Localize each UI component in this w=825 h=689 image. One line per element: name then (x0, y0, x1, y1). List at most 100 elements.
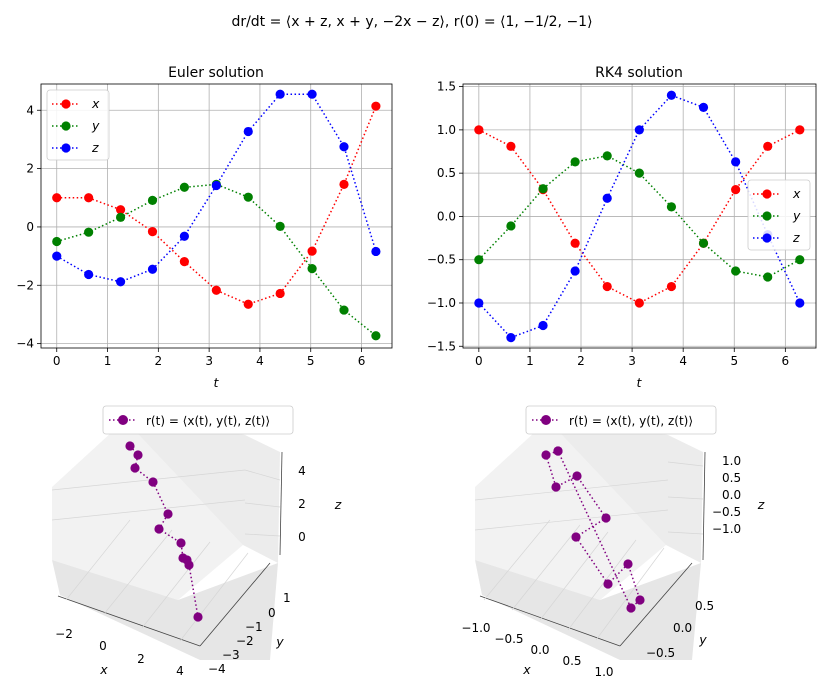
euler-point-x (179, 257, 189, 267)
rk4-3d-panel: −1.0 −0.5 0.0 0.5 1.0 x 0.5 0.0 −0.5 y 1… (461, 405, 765, 679)
euler-y-tick-label: −4 (16, 337, 34, 351)
rk4-point-x (602, 281, 612, 292)
rk4-point-z (570, 266, 580, 276)
euler-3d-y-tick: −3 (222, 648, 240, 662)
rk4-y-tick-label: 0.5 (437, 166, 456, 180)
rk4-point-x (570, 238, 580, 248)
rk4-point-z (602, 193, 612, 203)
rk4-3d-x-tick: 0.5 (562, 654, 581, 668)
euler-3d-y-tick: 1 (283, 591, 291, 605)
euler-point-x (211, 285, 221, 295)
euler-legend-entries: xyz (52, 96, 100, 155)
rk4-x-ticks: 0 1 2 3 4 5 6 (475, 348, 789, 368)
euler-y-tick-label: 4 (26, 103, 34, 117)
euler-x-tick-label: 0 (53, 354, 61, 368)
rk4-3d-curve-point (601, 513, 611, 523)
rk4-point-x (795, 125, 805, 135)
euler-3d-x-ticks: −2 0 2 4 (55, 627, 184, 678)
euler-axes-frame (40, 83, 393, 349)
euler-3d-back-pane (125, 420, 280, 563)
euler-x-label: t (214, 375, 220, 390)
rk4-point-x (763, 141, 773, 151)
rk4-3d-x-label: x (522, 662, 531, 677)
rk4-3d-z-tick: 0.0 (722, 488, 741, 502)
rk4-point-z (731, 157, 741, 167)
rk4-point-z (698, 102, 709, 112)
euler-point-x (371, 101, 381, 111)
rk4-3d-y-tick: 0.5 (695, 599, 714, 613)
euler-3d-gridline (141, 541, 211, 629)
rk4-axes-frame (462, 83, 817, 349)
euler-y-ticks: −4 −2 0 2 4 (16, 103, 41, 351)
rk4-y-tick-label: −1.0 (427, 296, 456, 310)
euler-point-x (243, 299, 253, 309)
euler-3d-legend-box (102, 405, 294, 435)
rk4-3d-x-axis-line (479, 595, 621, 647)
rk4-3d-z-axis-line (702, 451, 706, 561)
euler-3d-y-tick: 0 (268, 606, 276, 620)
rk4-point-x (666, 281, 677, 292)
euler-grid (41, 84, 392, 348)
euler-x-ticks: 0 1 2 3 4 5 6 (53, 348, 365, 368)
euler-point-y (243, 192, 253, 202)
rk4-line-x (478, 129, 801, 304)
euler-x-tick-label: 2 (155, 354, 163, 368)
euler-point-z (243, 126, 253, 137)
rk4-3d-y-label: y (698, 632, 707, 647)
rk4-3d-floor-pane (475, 560, 701, 660)
rk4-3d-legend-label: r(t) = ⟨x(t), y(t), z(t)⟩ (569, 414, 693, 428)
rk4-title: RK4 solution (595, 65, 683, 81)
rk4-x-tick-label: 2 (577, 354, 585, 368)
euler-series-points (52, 89, 381, 341)
rk4-point-y (602, 151, 612, 161)
euler-point-x (339, 179, 349, 189)
euler-point-z (211, 180, 221, 191)
euler-3d-gridline (103, 529, 173, 615)
euler-x-tick-label: 3 (205, 354, 213, 368)
rk4-3d-gridline (474, 479, 669, 501)
rk4-legend-marker-x (762, 189, 772, 199)
euler-3d-z-ticks: 4 2 0 (298, 464, 306, 544)
euler-3d-z-tick: 2 (298, 497, 306, 511)
rk4-3d-gridline (474, 509, 669, 531)
rk4-3d-curve-point (551, 482, 561, 492)
rk4-3d-gridline (667, 531, 704, 535)
rk4-x-tick-label: 4 (679, 354, 687, 368)
euler-3d-curve-point (193, 612, 203, 622)
euler-3d-curve-point (176, 538, 186, 548)
euler-point-y (339, 305, 349, 315)
rk4-3d-curve-point (603, 579, 613, 589)
rk4-3d-gridline (595, 547, 665, 641)
rk4-3d-gridline (483, 519, 551, 601)
euler-point-z (147, 264, 158, 274)
euler-3d-x-tick: 4 (176, 664, 184, 678)
euler-3d-x-tick: 0 (99, 639, 107, 653)
rk4-point-x (731, 185, 741, 195)
euler-legend-marker-z (61, 143, 71, 153)
rk4-point-y (474, 255, 484, 265)
rk4-3d-legend: r(t) = ⟨x(t), y(t), z(t)⟩ (525, 405, 717, 435)
rk4-3d-curve-point (626, 603, 636, 613)
euler-y-tick-label: 2 (26, 162, 34, 176)
euler-3d-legend-label: r(t) = ⟨x(t), y(t), z(t)⟩ (146, 414, 270, 428)
rk4-x-tick-label: 3 (628, 354, 636, 368)
rk4-3d-curve-point (571, 532, 581, 542)
euler-point-z (52, 251, 62, 261)
rk4-point-x (474, 125, 484, 135)
rk4-3d-z-tick: 0.5 (722, 471, 741, 485)
rk4-3d-curve-point (541, 450, 551, 460)
euler-point-x (275, 288, 285, 299)
rk4-point-z (634, 125, 644, 135)
euler-y-tick-label: 0 (26, 220, 34, 234)
euler-3d-curve (125, 441, 203, 622)
rk4-3d-z-tick: −1.0 (712, 522, 741, 536)
euler-3d-y-tick: −1 (245, 620, 263, 634)
euler-point-x (52, 193, 62, 203)
euler-3d-z-tick: 0 (298, 530, 306, 544)
euler-series-lines (56, 93, 377, 337)
euler-point-z (307, 89, 317, 99)
euler-3d-legend-marker (118, 415, 128, 425)
euler-point-z (115, 277, 126, 287)
euler-point-y (52, 236, 62, 247)
